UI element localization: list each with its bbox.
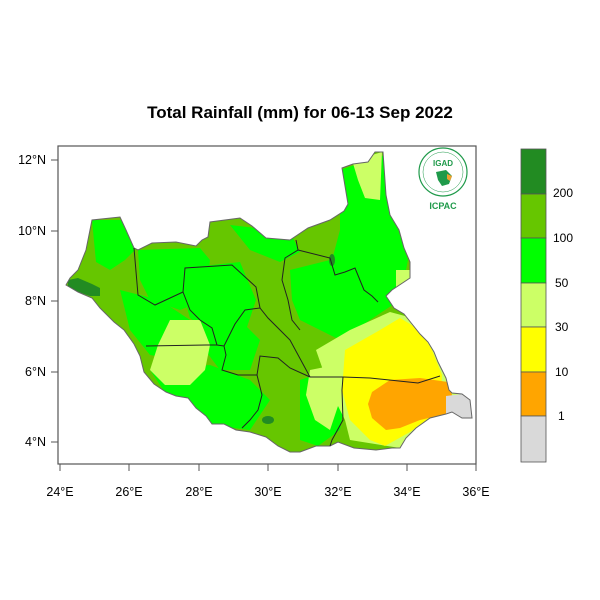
state-boundaries [133, 239, 441, 447]
colorbar-label: 10 [555, 365, 569, 379]
y-tick-labels: 12°N 10°N 8°N 6°N 4°N [18, 153, 46, 449]
colorbar-label: 200 [553, 186, 573, 200]
x-tick-label: 24°E [46, 485, 73, 499]
x-tick-labels: 24°E 26°E 28°E 30°E 32°E 34°E 36°E [46, 485, 489, 499]
y-axis [51, 159, 58, 443]
colorbar-labels: 200 100 50 30 10 1 [553, 186, 573, 423]
colorbar-label: 50 [555, 276, 569, 290]
colorbar-label: 1 [558, 409, 565, 423]
chart-title: Total Rainfall (mm) for 06-13 Sep 2022 [147, 103, 453, 122]
colorbar [520, 148, 547, 463]
y-tick-label: 6°N [25, 365, 46, 379]
y-tick-label: 8°N [25, 294, 46, 308]
colorbar-label: 100 [553, 231, 573, 245]
y-tick-label: 10°N [18, 224, 46, 238]
africa-map-icon [436, 170, 452, 186]
x-tick-label: 32°E [324, 485, 351, 499]
country-border [65, 151, 473, 453]
igad-icpac-logo: IGAD ICPAC [418, 147, 468, 211]
x-tick-label: 30°E [254, 485, 281, 499]
y-tick-label: 12°N [18, 153, 46, 167]
colorbar-label: 30 [555, 320, 569, 334]
logo-bottom-text: ICPAC [429, 201, 457, 211]
x-axis [59, 464, 477, 471]
x-tick-label: 26°E [115, 485, 142, 499]
x-tick-label: 36°E [462, 485, 489, 499]
x-tick-label: 28°E [185, 485, 212, 499]
y-tick-label: 4°N [25, 435, 46, 449]
logo-top-text: IGAD [433, 159, 453, 168]
x-tick-label: 34°E [393, 485, 420, 499]
